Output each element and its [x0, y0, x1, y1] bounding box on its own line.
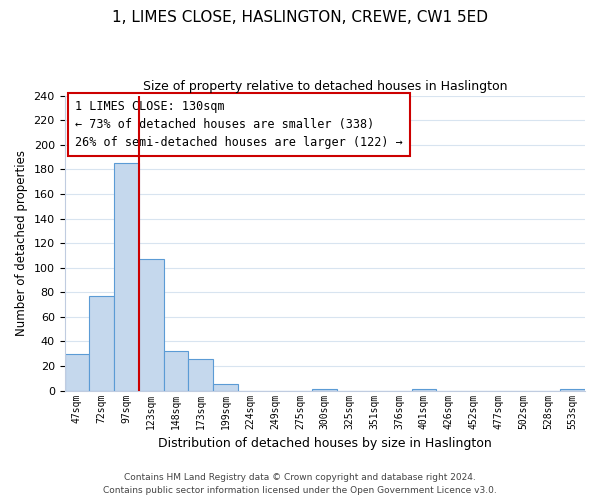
Bar: [65, 354, 89, 391]
Text: 1, LIMES CLOSE, HASLINGTON, CREWE, CW1 5ED: 1, LIMES CLOSE, HASLINGTON, CREWE, CW1 5…: [112, 10, 488, 25]
Bar: [89, 296, 114, 390]
Bar: [139, 259, 164, 390]
Bar: [114, 163, 139, 390]
Bar: [213, 384, 238, 390]
Title: Size of property relative to detached houses in Haslington: Size of property relative to detached ho…: [143, 80, 507, 93]
Y-axis label: Number of detached properties: Number of detached properties: [15, 150, 28, 336]
Text: Contains HM Land Registry data © Crown copyright and database right 2024.
Contai: Contains HM Land Registry data © Crown c…: [103, 474, 497, 495]
Text: 1 LIMES CLOSE: 130sqm
← 73% of detached houses are smaller (338)
26% of semi-det: 1 LIMES CLOSE: 130sqm ← 73% of detached …: [75, 100, 403, 149]
Bar: [164, 352, 188, 391]
Bar: [188, 358, 213, 390]
X-axis label: Distribution of detached houses by size in Haslington: Distribution of detached houses by size …: [158, 437, 491, 450]
